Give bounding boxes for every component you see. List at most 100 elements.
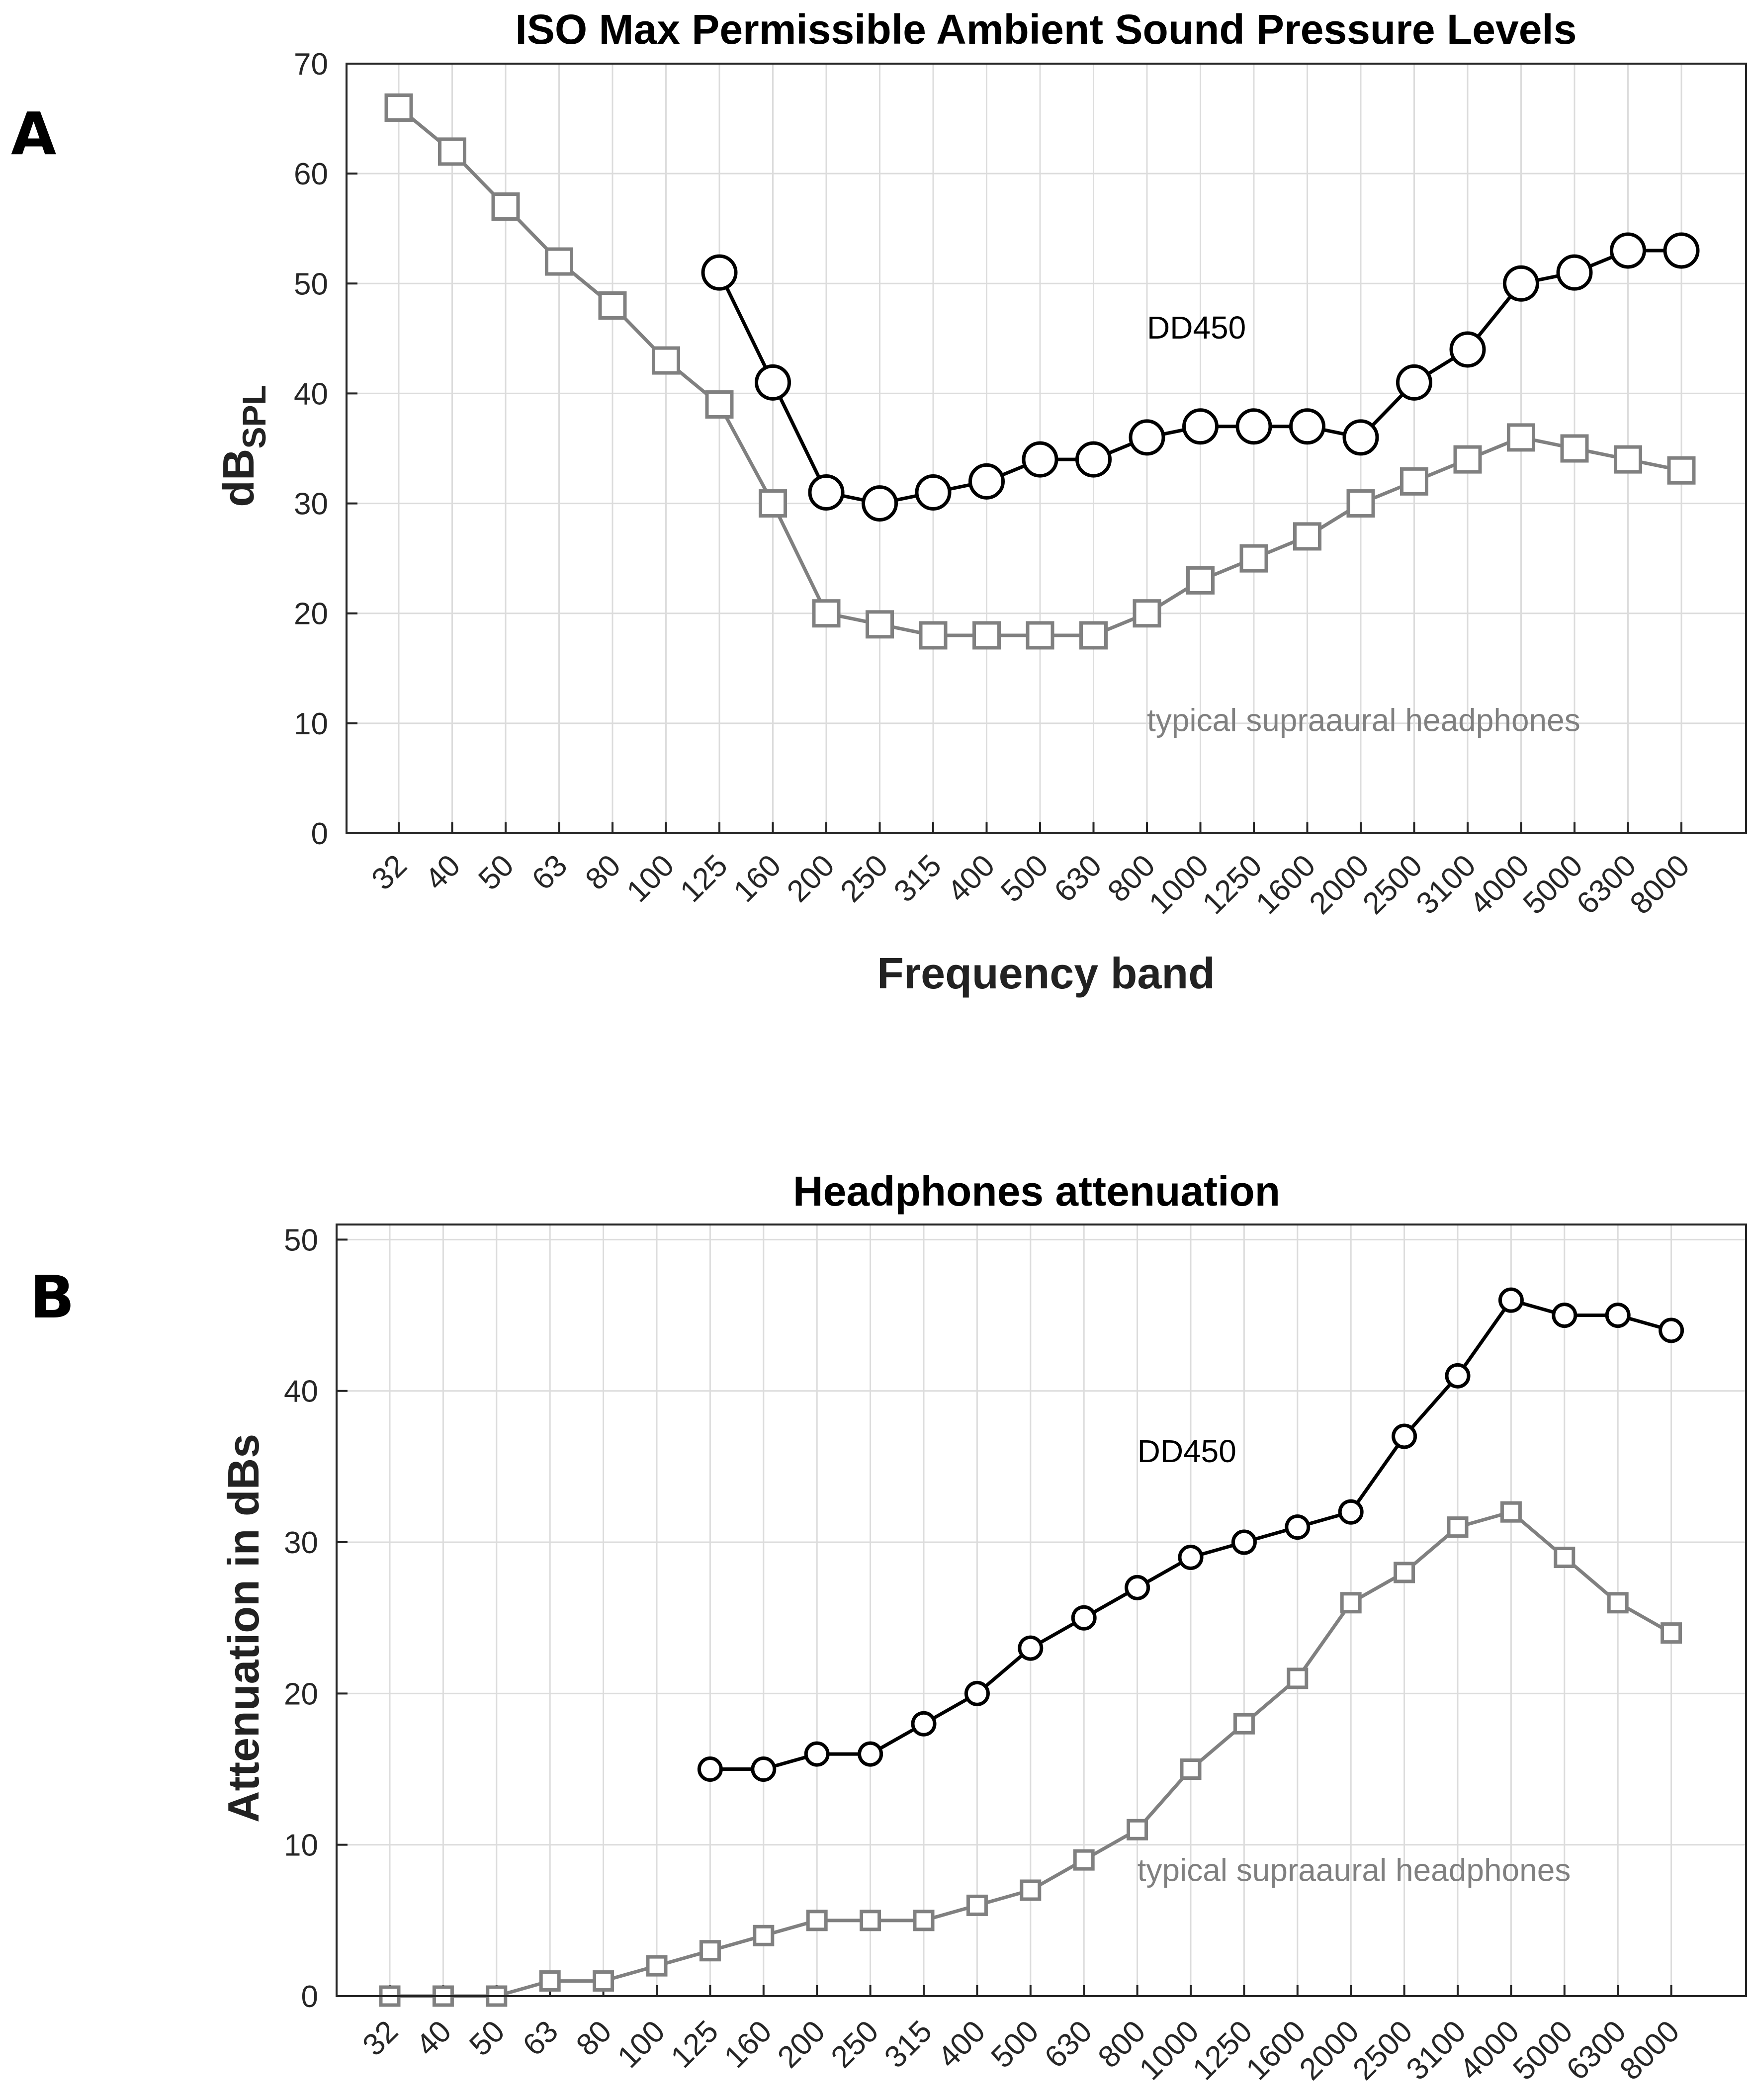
panel-b-series-dd450-point (911, 1711, 937, 1737)
panel-b-series-supraaural-point (1340, 1592, 1362, 1614)
panel-b-x-tick-label: 160 (718, 2014, 779, 2075)
panel-a-x-tick-label: 5000 (1517, 848, 1589, 921)
panel-b-series-supraaural-point (913, 1910, 935, 1931)
panel-a-series-dd450-point (1235, 408, 1272, 445)
panel-a-annotation-supraaural: typical supraaural headphones (1147, 702, 1580, 738)
panel-a-series-supraaural-point (384, 93, 413, 122)
panel-b-x-tick-label: 32 (356, 2014, 405, 2063)
panel-b-x-tick-label: 8000 (1613, 2014, 1686, 2087)
panel-a-x-tick-label: 1000 (1142, 848, 1215, 921)
panel-b-annotation-dd450: DD450 (1138, 1433, 1236, 1469)
panel-b-series-supraaural-point (1233, 1713, 1255, 1735)
panel-b-series-dd450-point (1605, 1303, 1631, 1328)
panel-b-x-tick-label: 630 (1038, 2014, 1099, 2075)
panel-a-x-tick-label: 3100 (1410, 848, 1483, 921)
panel-a-x-tick-label: 160 (727, 848, 788, 909)
panel-b-x-tick-label: 2500 (1346, 2014, 1419, 2087)
panel-a-x-tick-label: 8000 (1624, 848, 1696, 921)
panel-b-x-tick-label: 500 (985, 2014, 1046, 2075)
panel-b-series-supraaural-point (1287, 1667, 1309, 1689)
panel-b-series-dd450-point (697, 1756, 723, 1782)
panel-a-series-supraaural-point (919, 621, 948, 650)
panel-a-series-dd450-point (1610, 232, 1646, 269)
panel-a-series-dd450-point (1075, 441, 1112, 478)
panel-a-series-supraaural-point (759, 489, 787, 518)
panel-b-chart: B Headphones attenuation Attenuation in … (30, 1168, 1747, 2087)
panel-a-x-tick-label: 315 (887, 848, 948, 909)
panel-b-x-tick-label: 63 (517, 2014, 565, 2063)
panel-a-series-dd450-point (1022, 441, 1058, 478)
panel-b-y-tick-label: 10 (284, 1829, 318, 1863)
panel-b-series-supraaural-point (860, 1910, 881, 1931)
panel-a-y-axis-label-subscript: SPL (236, 385, 272, 448)
panel-a-x-tick-label: 200 (781, 848, 841, 909)
panel-b-series-dd450-point (804, 1741, 830, 1767)
panel-b-x-tick-label: 400 (931, 2014, 992, 2075)
panel-a-y-tick-label: 20 (294, 597, 328, 631)
panel-a-series-supraaural-point (972, 621, 1001, 650)
panel-b-y-tick-label: 40 (284, 1375, 318, 1409)
panel-b-x-tick-label: 50 (463, 2014, 512, 2063)
panel-a-y-tick-label: 50 (294, 267, 328, 301)
panel-a-annotation-dd450: DD450 (1147, 310, 1246, 346)
panel-a-series-dd450-point (1663, 232, 1700, 269)
panel-a-y-tick-label: 30 (294, 487, 328, 522)
panel-b-series-supraaural-point (806, 1910, 828, 1931)
panel-a-x-tick-label: 2500 (1356, 848, 1429, 921)
panel-a-y-tick-label: 40 (294, 377, 328, 411)
panel-b-series-supraaural-point (1073, 1849, 1095, 1871)
panel-a-x-tick-label: 63 (525, 848, 574, 897)
panel-b-series-dd450-point (1659, 1317, 1684, 1343)
panel-a-y-tick-label: 0 (311, 817, 328, 851)
panel-b-axes-frame (336, 1224, 1747, 1997)
panel-a-series-dd450-point (808, 474, 845, 511)
panel-b-annotation-supraaural: typical supraaural headphones (1138, 1852, 1571, 1888)
panel-a-x-tick-label: 400 (941, 848, 1001, 909)
panel-b-series-dd450-point (1338, 1499, 1364, 1525)
panel-b-x-tick-label: 125 (664, 2014, 725, 2075)
panel-a-y-tick-label: 60 (294, 157, 328, 191)
panel-b-series-supraaural-point (1500, 1501, 1522, 1523)
panel-b-series-supraaural-point (1394, 1562, 1415, 1583)
panel-a-series-dd450-point (1396, 364, 1432, 401)
panel-b-series-supraaural-point (1180, 1758, 1202, 1780)
panel-a-series-supraaural-point (812, 599, 841, 628)
panel-a-series-supraaural-point (491, 192, 520, 221)
panel-b-x-tick-label: 40 (410, 2014, 458, 2063)
panel-a-series-dd450-point (968, 463, 1005, 500)
panel-a-y-tick-label: 10 (294, 707, 328, 741)
panel-a-series-supraaural-point (1453, 445, 1482, 474)
panel-a-series-dd450-point (1289, 408, 1325, 445)
panel-a-series-supraaural-point (1560, 434, 1589, 463)
panel-a-x-tick-label: 1250 (1196, 848, 1269, 921)
panel-b-series-supraaural-point (1020, 1879, 1042, 1901)
panel-a-x-tick-label: 32 (365, 848, 414, 897)
panel-a-series-dd450-point (1129, 419, 1165, 456)
panel-a-axes-frame (346, 63, 1747, 834)
panel-a-series-supraaural-point (1614, 445, 1642, 474)
panel-a-series-supraaural-point (1026, 621, 1054, 650)
panel-b-series-supraaural-point (1447, 1516, 1469, 1538)
panel-a-x-tick-label: 250 (834, 848, 894, 909)
panel-a-x-tick-label: 500 (994, 848, 1055, 909)
panel-b-x-tick-label: 4000 (1453, 2014, 1526, 2087)
panel-b-series-supraaural-point (1127, 1819, 1148, 1840)
panel-b-x-tick-label: 1000 (1133, 2014, 1206, 2087)
panel-b-x-tick-label: 1250 (1186, 2014, 1259, 2087)
panel-a-x-axis-label: Frequency band (877, 949, 1215, 998)
panel-b-series-dd450-point (1125, 1575, 1150, 1600)
panel-a-series-supraaural-point (1667, 456, 1696, 485)
panel-b-series-supraaural-point (699, 1940, 721, 1962)
panel-a-series-dd450-point (915, 474, 952, 511)
panel-b-series-dd450-point (1231, 1529, 1257, 1555)
panel-a-x-tick-label: 1600 (1249, 848, 1322, 921)
panel-b-series-supraaural-point (593, 1970, 614, 1992)
panel-b-series-dd450-point (751, 1756, 777, 1782)
panel-b-y-axis-label: Attenuation in dBs (219, 1434, 268, 1823)
panel-b-x-tick-label: 1600 (1239, 2014, 1312, 2087)
panel-b-series-dd450-point (1552, 1303, 1577, 1328)
panel-b-x-tick-label: 200 (771, 2014, 832, 2075)
panel-a-series-supraaural-point (438, 137, 466, 166)
panel-b-series-dd450-point (1498, 1287, 1524, 1313)
panel-a-title: ISO Max Permissible Ambient Sound Pressu… (516, 6, 1577, 53)
